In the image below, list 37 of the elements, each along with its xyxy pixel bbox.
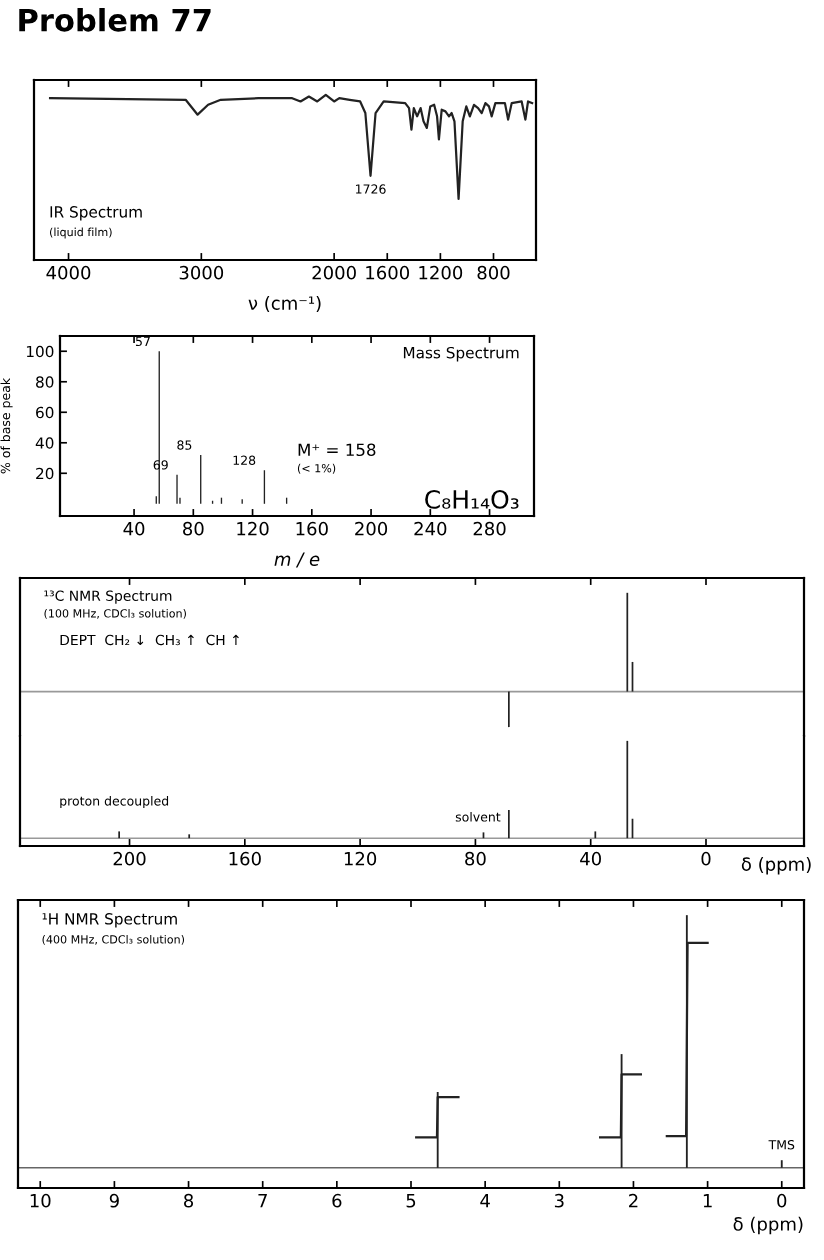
x-tick-label: 160	[296, 521, 328, 536]
x-tick-label: 7	[258, 1194, 267, 1208]
x-tick-label: 2	[629, 1193, 638, 1208]
x-tick-label: 240	[414, 521, 447, 536]
x-tick-label: 0	[777, 1193, 787, 1208]
x-tick-label: 40	[580, 851, 601, 866]
x-tick-label: 200	[113, 851, 146, 866]
x-tick-label: 4000	[46, 265, 91, 280]
x-tick-label: 40	[123, 521, 145, 536]
x-tick-label: 10	[30, 1193, 51, 1208]
x-tick-label: 8	[184, 1193, 194, 1208]
x-tick-label: 80	[465, 851, 486, 866]
x-tick-label: 120	[344, 851, 377, 866]
x-tick-label: 2000	[312, 265, 356, 280]
x-tick-label: 0	[701, 851, 711, 866]
x-tick-label: 120	[237, 521, 269, 536]
x-tick-label: 80	[183, 521, 204, 536]
x-axis-title: m / e	[274, 552, 320, 568]
x-tick-label: 160	[229, 851, 261, 866]
x-tick-label: 800	[477, 265, 510, 280]
chart-title: Problem 77	[19, 8, 211, 32]
x-tick-label: 3	[554, 1193, 564, 1208]
x-tick-label: 4	[480, 1194, 490, 1208]
x-axis-title: δ (ppm)	[741, 857, 811, 875]
x-axis-title: ν (cm⁻¹)	[248, 296, 321, 313]
x-tick-label: 6	[332, 1193, 342, 1208]
x-tick-label: 200	[355, 521, 388, 536]
x-tick-label: 1	[703, 1194, 712, 1208]
x-tick-label: 3000	[179, 265, 224, 280]
annotation: M⁺ = 158	[298, 443, 376, 457]
x-axis-title: δ (ppm)	[733, 1216, 803, 1235]
x-tick-label: 280	[473, 521, 506, 536]
x-tick-label: 5	[406, 1194, 416, 1208]
x-tick-label: 9	[109, 1193, 119, 1208]
x-tick-label: 1600	[366, 265, 410, 280]
annotation: C₈H₁₄O₃	[425, 489, 519, 509]
x-tick-label: 1200	[419, 265, 463, 280]
